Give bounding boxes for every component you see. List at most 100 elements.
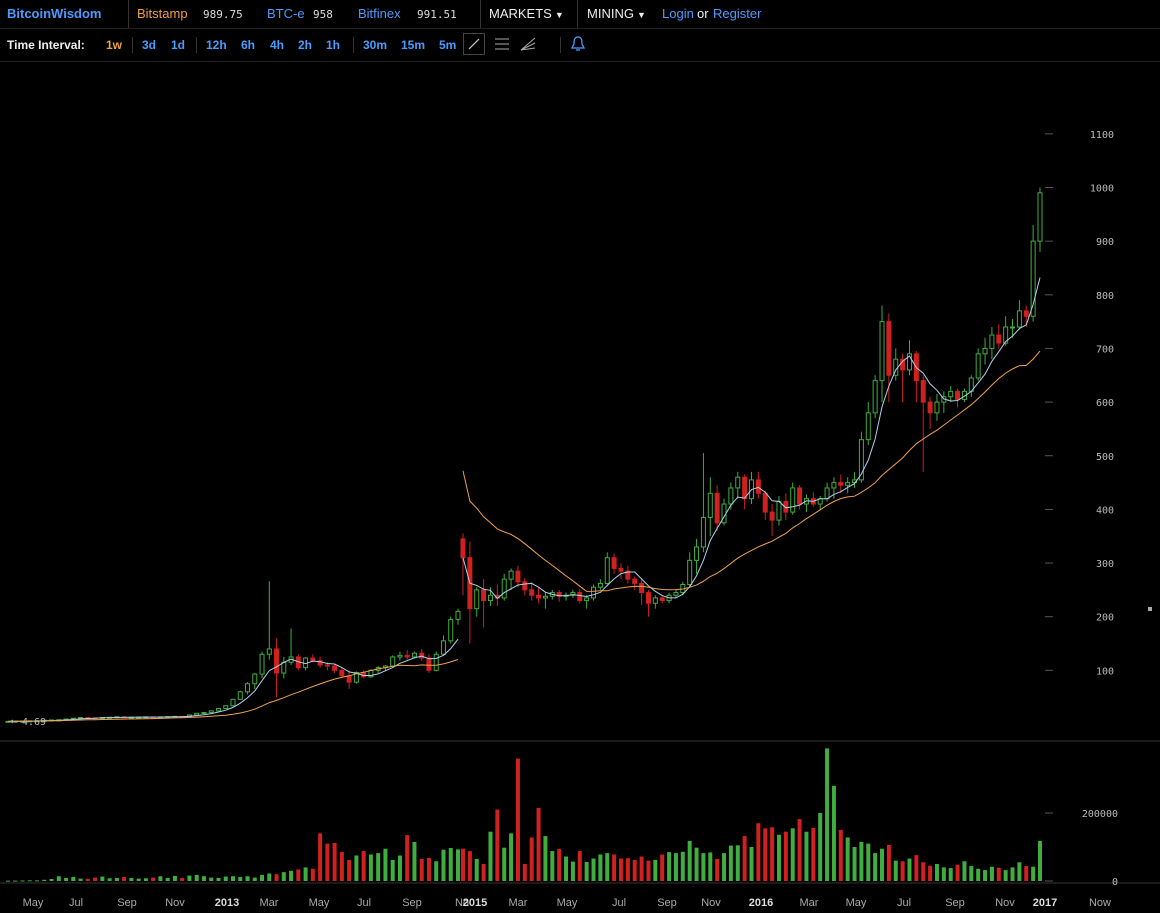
volume-bar — [209, 877, 214, 881]
volume-bar — [1038, 861, 1042, 881]
fan-tool-icon[interactable] — [518, 34, 538, 57]
volume-bar — [318, 833, 323, 881]
mining-label: MINING — [587, 6, 634, 21]
volume-bar — [934, 864, 939, 881]
interval-12h[interactable]: 12h — [206, 38, 227, 52]
markets-menu[interactable]: MARKETS ▼ — [489, 6, 564, 21]
volume-bar — [618, 858, 623, 881]
volume-bar — [632, 859, 637, 881]
volume-bar — [390, 859, 395, 881]
volume-bar — [245, 876, 250, 881]
x-tick-label: Mar — [509, 897, 528, 909]
volume-bar — [983, 870, 988, 881]
ma-long-line — [462, 350, 1041, 592]
candle-body — [501, 578, 507, 599]
x-tick-label: Jul — [612, 897, 626, 909]
candle-body — [714, 492, 720, 524]
scroll-handle[interactable] — [1148, 607, 1152, 611]
x-tick-label: Jul — [897, 897, 911, 909]
volume-bar — [866, 843, 871, 881]
volume-bar — [223, 876, 228, 881]
candle-body — [508, 570, 514, 580]
volume-bar — [216, 877, 221, 881]
ticker-bitstamp-name[interactable]: Bitstamp — [137, 6, 188, 21]
volume-bar — [522, 864, 527, 881]
candle-body — [797, 487, 803, 505]
volume-bar — [955, 864, 960, 881]
volume-bar — [1017, 862, 1022, 881]
interval-1d[interactable]: 1d — [171, 38, 186, 52]
candle-body — [570, 592, 576, 596]
price-chart[interactable]: 100 200 300 400 500 600 700 800 900 1000 1100 0 2000… — [0, 61, 1160, 913]
line-tool-icon[interactable] — [463, 33, 485, 55]
volume-bar — [143, 878, 148, 881]
ticker-bitfinex-name[interactable]: Bitfinex — [358, 6, 401, 21]
candle-body — [266, 648, 272, 655]
price-tick-label: 200 — [1096, 613, 1114, 624]
volume-bar — [405, 835, 410, 881]
hlines-tool-icon[interactable] — [492, 34, 512, 57]
volume-bar — [653, 859, 658, 881]
volume-bar — [921, 862, 926, 881]
candle-body — [201, 711, 207, 714]
volume-bar — [376, 853, 381, 881]
volume-bar — [715, 858, 720, 881]
divider — [577, 0, 578, 28]
mining-menu[interactable]: MINING ▼ — [587, 6, 646, 21]
alert-bell-icon[interactable] — [570, 35, 586, 56]
price-tick-label: 600 — [1096, 398, 1114, 409]
candle-body — [397, 654, 403, 658]
price-tick-label: 1100 — [1090, 130, 1114, 141]
interval-1h[interactable]: 1h — [326, 38, 341, 52]
interval-15m[interactable]: 15m — [401, 38, 426, 52]
volume-bar — [557, 849, 562, 881]
x-tick-label: 2013 — [215, 897, 239, 909]
volume-bar — [914, 855, 919, 881]
volume-tick-label: 200000 — [1082, 809, 1118, 820]
volume-bar — [907, 858, 912, 881]
interval-2h[interactable]: 2h — [298, 38, 313, 52]
volume-bar — [172, 875, 177, 881]
candlesticks — [5, 187, 1043, 723]
chevron-down-icon: ▼ — [636, 10, 646, 20]
volume-bar — [756, 823, 761, 881]
volume-bar — [180, 877, 185, 881]
candle-body — [556, 592, 562, 597]
login-link[interactable]: Login — [662, 6, 694, 21]
volume-bar — [790, 828, 795, 881]
candle-body — [961, 390, 967, 400]
volume-bar — [605, 853, 610, 881]
interval-30m[interactable]: 30m — [363, 38, 388, 52]
x-tick-label: Mar — [260, 897, 279, 909]
candle-body — [762, 492, 768, 513]
ticker-btce-name[interactable]: BTC-e — [267, 6, 305, 21]
x-tick-label: 2015 — [463, 897, 487, 909]
candle-body — [274, 648, 280, 674]
interval-3d[interactable]: 3d — [142, 38, 157, 52]
x-tick-label: No — [455, 897, 469, 909]
interval-4h[interactable]: 4h — [270, 38, 285, 52]
x-tick-label: Sep — [945, 897, 965, 909]
interval-toolbar: Time Interval: 1w 3d 1d 12h 6h 4h 2h 1h … — [0, 29, 1160, 62]
candle-body — [865, 412, 871, 441]
interval-6h[interactable]: 6h — [241, 38, 256, 52]
register-link[interactable]: Register — [713, 6, 762, 21]
volume-bar — [598, 854, 603, 881]
price-tick-label: 500 — [1096, 452, 1114, 463]
chevron-down-icon: ▼ — [554, 10, 564, 20]
candle-body — [824, 487, 830, 500]
price-tick-label: 1000 — [1090, 184, 1114, 195]
x-tick-label: Jul — [357, 897, 371, 909]
candle-body — [1023, 310, 1029, 317]
volume-bar — [252, 877, 257, 881]
interval-5m[interactable]: 5m — [439, 38, 457, 52]
volume-bar — [461, 848, 465, 881]
chart-grid — [0, 740, 1160, 884]
volume-bar — [347, 859, 352, 881]
brand-link[interactable]: BitcoinWisdom — [7, 6, 102, 21]
volume-bar — [845, 837, 850, 881]
volume-bar — [354, 855, 359, 881]
interval-1w[interactable]: 1w — [106, 38, 123, 52]
candle-body — [975, 353, 981, 379]
volume-bar — [639, 856, 644, 881]
